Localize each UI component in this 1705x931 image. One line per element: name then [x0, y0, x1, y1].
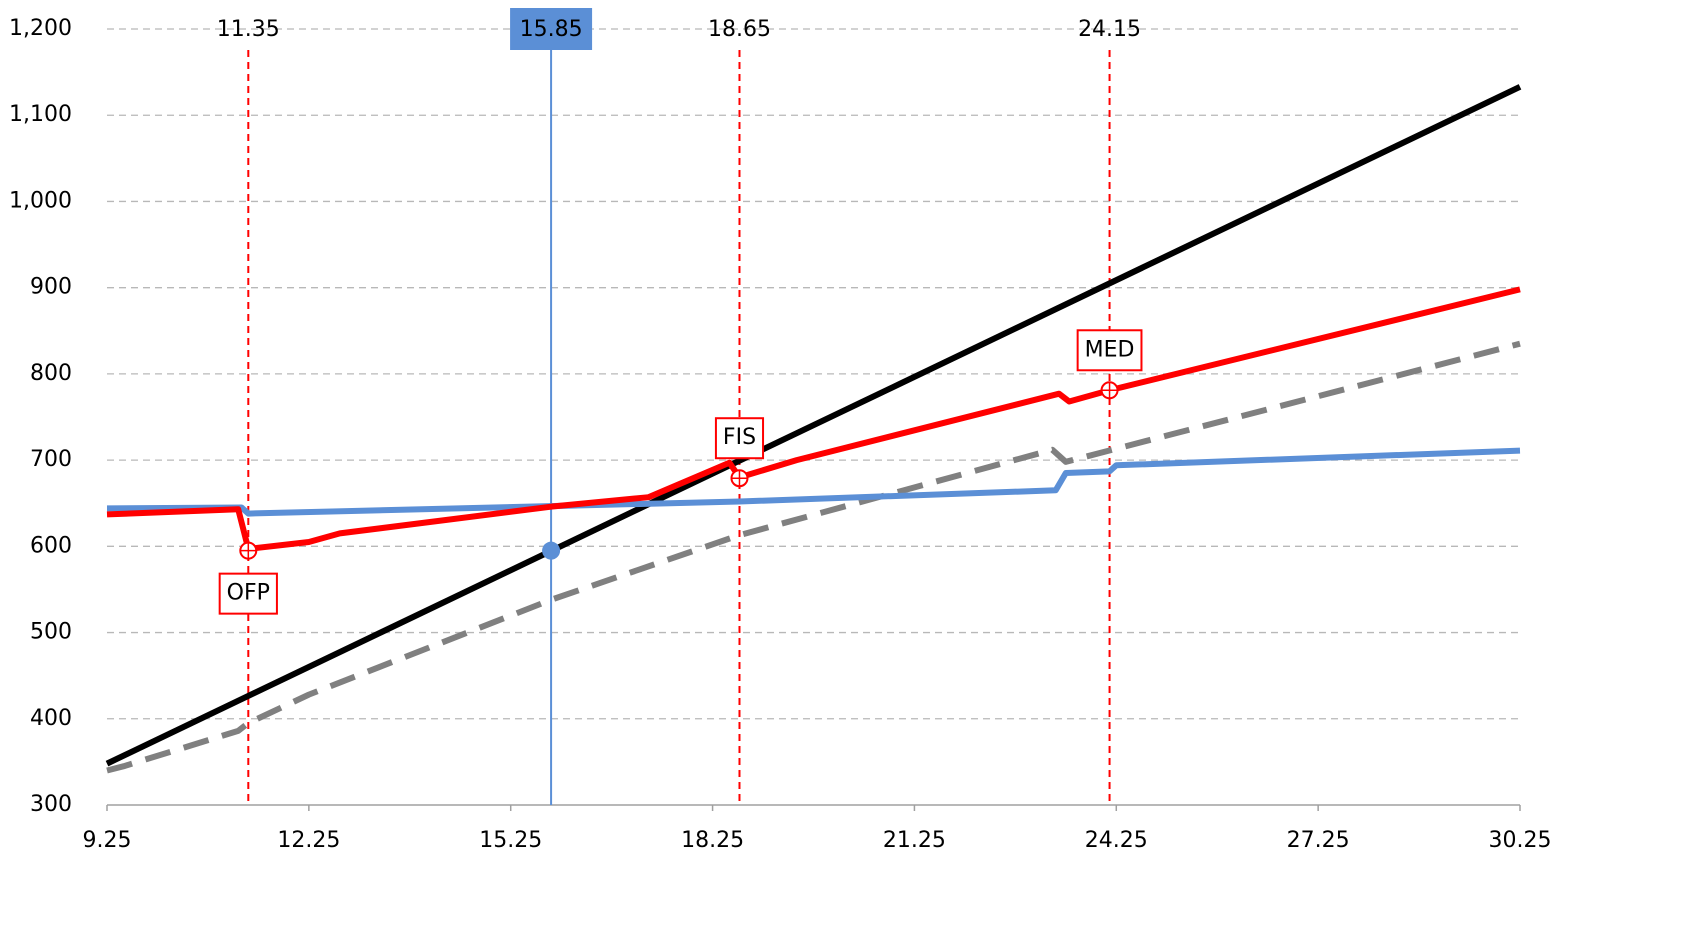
y-tick-label: 400: [30, 706, 72, 731]
x-tick-label: 24.25: [1085, 828, 1148, 853]
marker-label-box: [510, 8, 593, 50]
y-tick-label: 900: [30, 275, 72, 300]
x-tick-label: 12.25: [277, 828, 340, 853]
annotation-box: [714, 417, 765, 460]
x-tick-label: 21.25: [883, 828, 946, 853]
marker-label: 11.35: [217, 17, 280, 42]
x-tick-label: 27.25: [1287, 828, 1350, 853]
series-line: [106, 286, 1521, 552]
marker-label: 18.65: [708, 17, 771, 42]
x-tick-label: 18.25: [681, 828, 744, 853]
series-line: [106, 340, 1521, 774]
marker-point: [542, 541, 561, 560]
y-tick-label: 800: [30, 361, 72, 386]
annotation-box: [1076, 329, 1143, 372]
y-tick-label: 1,000: [9, 188, 72, 213]
x-tick-label: 9.25: [83, 828, 132, 853]
y-tick-label: 300: [30, 792, 72, 817]
x-tick-label: 30.25: [1489, 828, 1552, 853]
annotation-box: [218, 572, 278, 615]
y-tick-label: 600: [30, 533, 72, 558]
marker-label: 24.15: [1078, 17, 1141, 42]
marker-label: 15.85: [520, 17, 583, 42]
x-tick-label: 15.25: [479, 828, 542, 853]
series-line: [106, 447, 1521, 517]
annotation-label: MED: [1085, 337, 1135, 362]
annotation-label: OFP: [227, 581, 270, 606]
y-tick-label: 1,100: [9, 102, 72, 127]
y-tick-label: 1,200: [9, 16, 72, 41]
annotation-label: FIS: [723, 425, 756, 450]
y-tick-label: 500: [30, 620, 72, 645]
series-line: [105, 84, 1522, 767]
y-tick-label: 700: [30, 447, 72, 472]
